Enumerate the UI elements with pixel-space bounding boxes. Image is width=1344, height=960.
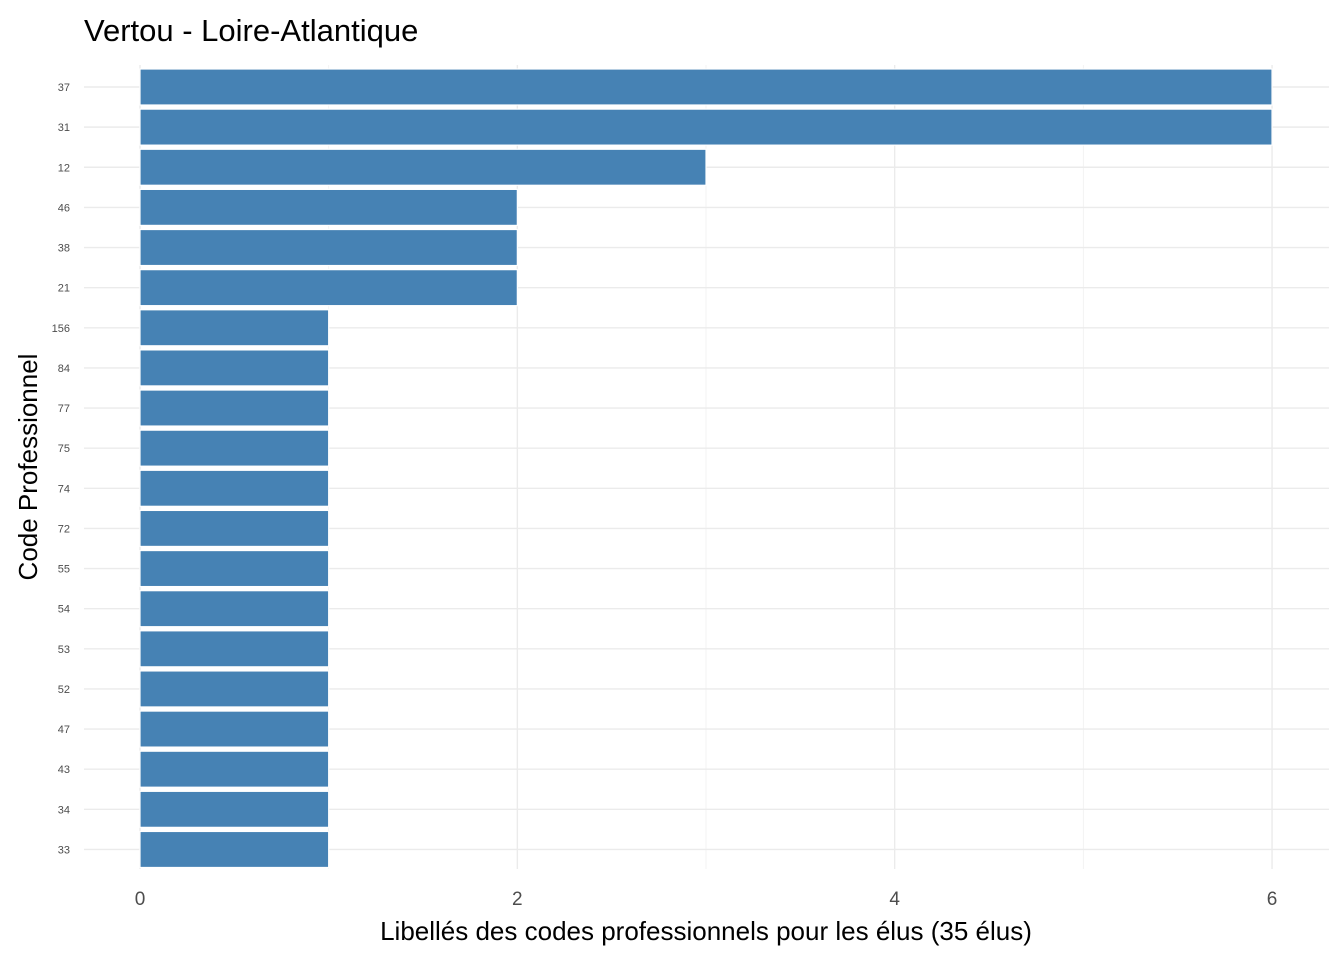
y-tick-label: 84 — [58, 363, 70, 375]
x-tick-label: 2 — [512, 889, 523, 910]
y-tick-label: 38 — [58, 243, 70, 255]
bar-77 — [139, 389, 330, 427]
y-tick-label: 156 — [52, 323, 70, 335]
bar-43 — [139, 750, 330, 788]
chart-title: Vertou - Loire-Atlantique — [84, 13, 418, 48]
bar-37 — [139, 68, 1273, 106]
bar-47 — [139, 710, 330, 748]
bar-52 — [139, 670, 330, 708]
y-tick-label: 43 — [58, 764, 70, 776]
x-axis-title: Libellés des codes professionnels pour l… — [380, 916, 1032, 946]
y-tick-label: 74 — [58, 483, 70, 495]
bar-84 — [139, 349, 330, 387]
y-tick-label: 34 — [58, 804, 70, 816]
bar-38 — [139, 228, 518, 267]
bar-54 — [139, 590, 330, 628]
y-tick-label: 55 — [58, 564, 70, 576]
y-tick-label: 47 — [58, 724, 70, 736]
bar-21 — [139, 269, 518, 307]
bar-46 — [139, 188, 518, 226]
y-tick-label: 72 — [58, 523, 70, 535]
y-tick-label: 54 — [58, 604, 70, 616]
y-tick-label: 12 — [58, 162, 70, 174]
bar-33 — [139, 830, 330, 869]
y-tick-label: 52 — [58, 684, 70, 696]
y-tick-label: 77 — [58, 403, 70, 415]
bar-34 — [139, 790, 330, 828]
bar-31 — [139, 108, 1273, 146]
bars — [139, 68, 1273, 869]
bar-55 — [139, 549, 330, 588]
y-tick-label: 21 — [58, 283, 70, 295]
bar-12 — [139, 148, 707, 186]
bar-75 — [139, 429, 330, 467]
y-tick-label: 46 — [58, 202, 70, 214]
bar-53 — [139, 630, 330, 668]
bar-74 — [139, 469, 330, 507]
y-tick-label: 37 — [58, 82, 70, 94]
x-tick-label: 6 — [1267, 889, 1278, 910]
y-axis-title: Code Professionnel — [13, 354, 43, 581]
y-tick-label: 75 — [58, 443, 70, 455]
y-tick-label: 33 — [58, 844, 70, 856]
y-tick-label: 31 — [58, 122, 70, 134]
x-tick-label: 4 — [889, 889, 900, 910]
bar-156 — [139, 309, 330, 347]
bar-72 — [139, 509, 330, 548]
x-axis-ticks: 0 2 4 6 — [135, 889, 1278, 910]
y-axis-ticks: 37 31 12 46 38 21 156 84 77 75 74 72 55 54 53 52 47 43 34 3… — [52, 82, 70, 856]
x-tick-label: 0 — [135, 889, 146, 910]
y-tick-label: 53 — [58, 644, 70, 656]
